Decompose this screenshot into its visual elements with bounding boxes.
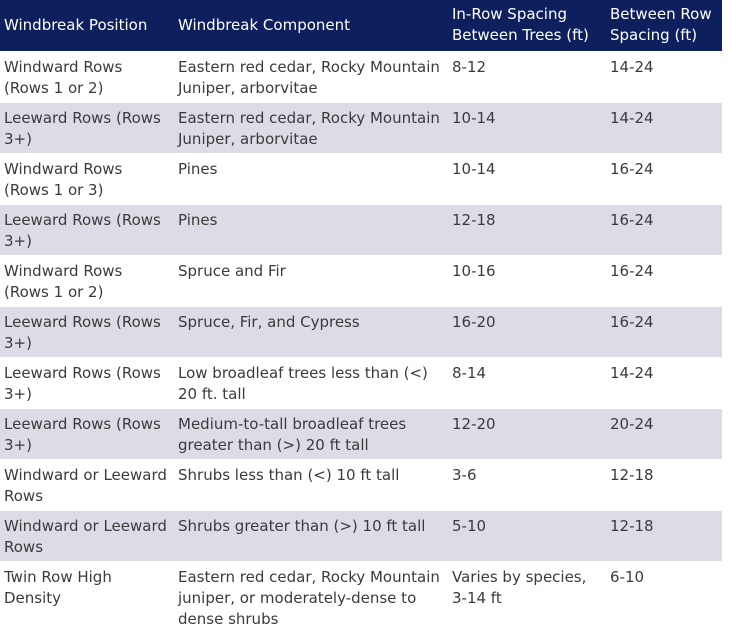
cell-in-row-spacing: 8-14 [448, 356, 606, 408]
cell-between-row-spacing: 14-24 [606, 101, 722, 153]
table-row: Leeward Rows (Rows 3+) Pines 12-18 16-24 [0, 203, 722, 255]
cell-component: Eastern red cedar, Rocky Mountain Junipe… [174, 50, 448, 102]
cell-component: Pines [174, 152, 448, 204]
cell-in-row-spacing: 3-6 [448, 458, 606, 510]
cell-position: Windward or Leeward Rows [0, 458, 174, 510]
header-windbreak-component: Windbreak Component [178, 15, 351, 34]
header-row: Windbreak Position Windbreak Component I… [0, 0, 722, 51]
cell-in-row-spacing: 12-20 [448, 407, 606, 459]
table-row: Windward Rows (Rows 1 or 2) Eastern red … [0, 50, 722, 102]
table-row: Leeward Rows (Rows 3+) Low broadleaf tre… [0, 356, 722, 408]
cell-component: Medium-to-tall broadleaf trees greater t… [174, 407, 448, 459]
cell-component: Pines [174, 203, 448, 255]
cell-position: Leeward Rows (Rows 3+) [0, 101, 174, 153]
cell-component: Spruce, Fir, and Cypress [174, 305, 448, 357]
cell-position: Windward or Leeward Rows [0, 509, 174, 561]
cell-between-row-spacing: 16-24 [606, 254, 722, 306]
cell-component: Eastern red cedar, Rocky Mountain junipe… [174, 560, 448, 635]
cell-between-row-spacing: 12-18 [606, 509, 722, 561]
cell-in-row-spacing: 10-16 [448, 254, 606, 306]
cell-between-row-spacing: 16-24 [606, 305, 722, 357]
cell-position: Leeward Rows (Rows 3+) [0, 305, 174, 357]
table-row: Twin Row High Density Eastern red cedar,… [0, 560, 722, 635]
cell-between-row-spacing: 20-24 [606, 407, 722, 459]
cell-component: Shrubs less than (<) 10 ft tall [174, 458, 448, 510]
table-row: Windward Rows (Rows 1 or 2) Spruce and F… [0, 254, 722, 306]
header-windbreak-position: Windbreak Position [4, 15, 148, 34]
cell-between-row-spacing: 16-24 [606, 203, 722, 255]
header-in-row-spacing: In-Row Spacing Between Trees (ft) [452, 5, 589, 45]
cell-position: Leeward Rows (Rows 3+) [0, 407, 174, 459]
cell-position: Twin Row High Density [0, 560, 174, 635]
table-row: Windward Rows (Rows 1 or 3) Pines 10-14 … [0, 152, 722, 204]
table-row: Leeward Rows (Rows 3+) Spruce, Fir, and … [0, 305, 722, 357]
cell-component: Spruce and Fir [174, 254, 448, 306]
table-header: Windbreak Position Windbreak Component I… [0, 0, 722, 51]
windbreak-spacing-table: Windbreak Position Windbreak Component I… [0, 0, 722, 635]
cell-between-row-spacing: 14-24 [606, 50, 722, 102]
cell-in-row-spacing: Varies by species, 3-14 ft [448, 560, 606, 635]
cell-in-row-spacing: 10-14 [448, 101, 606, 153]
cell-in-row-spacing: 10-14 [448, 152, 606, 204]
table-body: Windward Rows (Rows 1 or 2) Eastern red … [0, 50, 722, 635]
cell-between-row-spacing: 12-18 [606, 458, 722, 510]
header-between-row-spacing: Between Row Spacing (ft) [610, 5, 712, 45]
cell-position: Leeward Rows (Rows 3+) [0, 203, 174, 255]
table-row: Windward or Leeward Rows Shrubs less tha… [0, 458, 722, 510]
cell-between-row-spacing: 6-10 [606, 560, 722, 635]
cell-between-row-spacing: 14-24 [606, 356, 722, 408]
cell-position: Windward Rows (Rows 1 or 2) [0, 50, 174, 102]
cell-in-row-spacing: 5-10 [448, 509, 606, 561]
table-row: Leeward Rows (Rows 3+) Eastern red cedar… [0, 101, 722, 153]
cell-component: Shrubs greater than (>) 10 ft tall [174, 509, 448, 561]
cell-in-row-spacing: 12-18 [448, 203, 606, 255]
cell-position: Windward Rows (Rows 1 or 2) [0, 254, 174, 306]
table-row: Windward or Leeward Rows Shrubs greater … [0, 509, 722, 561]
cell-in-row-spacing: 16-20 [448, 305, 606, 357]
cell-component: Low broadleaf trees less than (<) 20 ft.… [174, 356, 448, 408]
table-row: Leeward Rows (Rows 3+) Medium-to-tall br… [0, 407, 722, 459]
cell-in-row-spacing: 8-12 [448, 50, 606, 102]
cell-position: Windward Rows (Rows 1 or 3) [0, 152, 174, 204]
cell-between-row-spacing: 16-24 [606, 152, 722, 204]
cell-component: Eastern red cedar, Rocky Mountain Junipe… [174, 101, 448, 153]
cell-position: Leeward Rows (Rows 3+) [0, 356, 174, 408]
